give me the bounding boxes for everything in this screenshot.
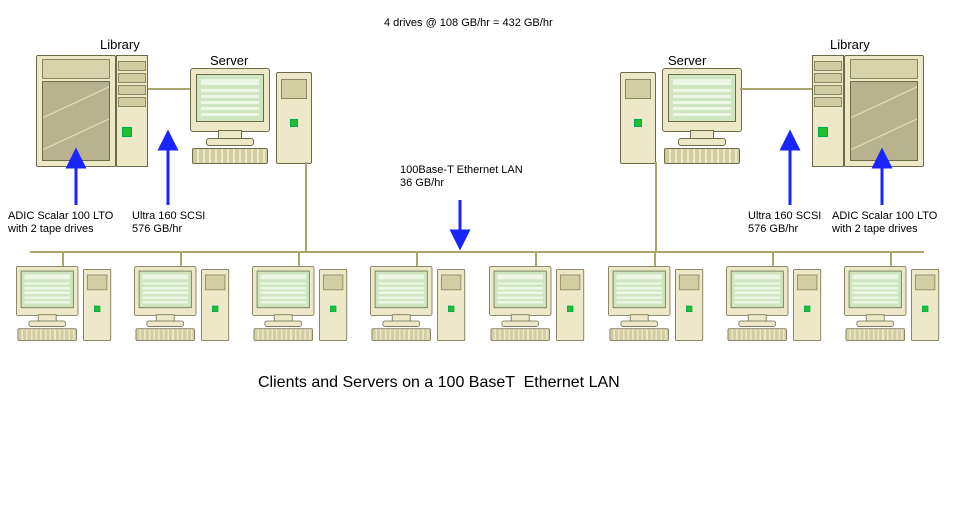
client-drop-1 bbox=[62, 251, 64, 266]
caption-bottom: Clients and Servers on a 100 BaseT Ether… bbox=[258, 376, 620, 389]
server-left bbox=[190, 68, 312, 164]
wire-server-right-drop bbox=[655, 162, 657, 251]
wire-lib-server-right bbox=[740, 88, 812, 90]
wire-server-left-drop bbox=[305, 162, 307, 251]
tape-library-left bbox=[36, 55, 146, 165]
client-drop-7 bbox=[772, 251, 774, 266]
label-library-left: Library bbox=[100, 38, 140, 51]
client-1 bbox=[16, 266, 111, 341]
client-drop-3 bbox=[298, 251, 300, 266]
client-7 bbox=[726, 266, 821, 341]
label-lan: 100Base-T Ethernet LAN 36 GB/hr bbox=[400, 164, 523, 190]
client-5 bbox=[489, 266, 584, 341]
label-library-right: Library bbox=[830, 38, 870, 51]
client-4 bbox=[370, 266, 465, 341]
label-server-right: Server bbox=[668, 54, 706, 67]
client-8 bbox=[844, 266, 939, 341]
label-server-left: Server bbox=[210, 54, 248, 67]
client-drop-5 bbox=[535, 251, 537, 266]
tape-library-right bbox=[812, 55, 922, 165]
server-right bbox=[620, 68, 742, 164]
ethernet-bus bbox=[30, 251, 924, 253]
label-scsi-left: Ultra 160 SCSI 576 GB/hr bbox=[132, 210, 205, 236]
client-3 bbox=[252, 266, 347, 341]
client-6 bbox=[608, 266, 703, 341]
client-drop-6 bbox=[654, 251, 656, 266]
title-top: 4 drives @ 108 GB/hr = 432 GB/hr bbox=[384, 17, 553, 30]
wire-lib-server-left bbox=[148, 88, 190, 90]
client-drop-4 bbox=[416, 251, 418, 266]
client-2 bbox=[134, 266, 229, 341]
client-drop-8 bbox=[890, 251, 892, 266]
client-drop-2 bbox=[180, 251, 182, 266]
label-adic-left: ADIC Scalar 100 LTO with 2 tape drives bbox=[8, 210, 113, 236]
label-scsi-right: Ultra 160 SCSI 576 GB/hr bbox=[748, 210, 821, 236]
label-adic-right: ADIC Scalar 100 LTO with 2 tape drives bbox=[832, 210, 937, 236]
